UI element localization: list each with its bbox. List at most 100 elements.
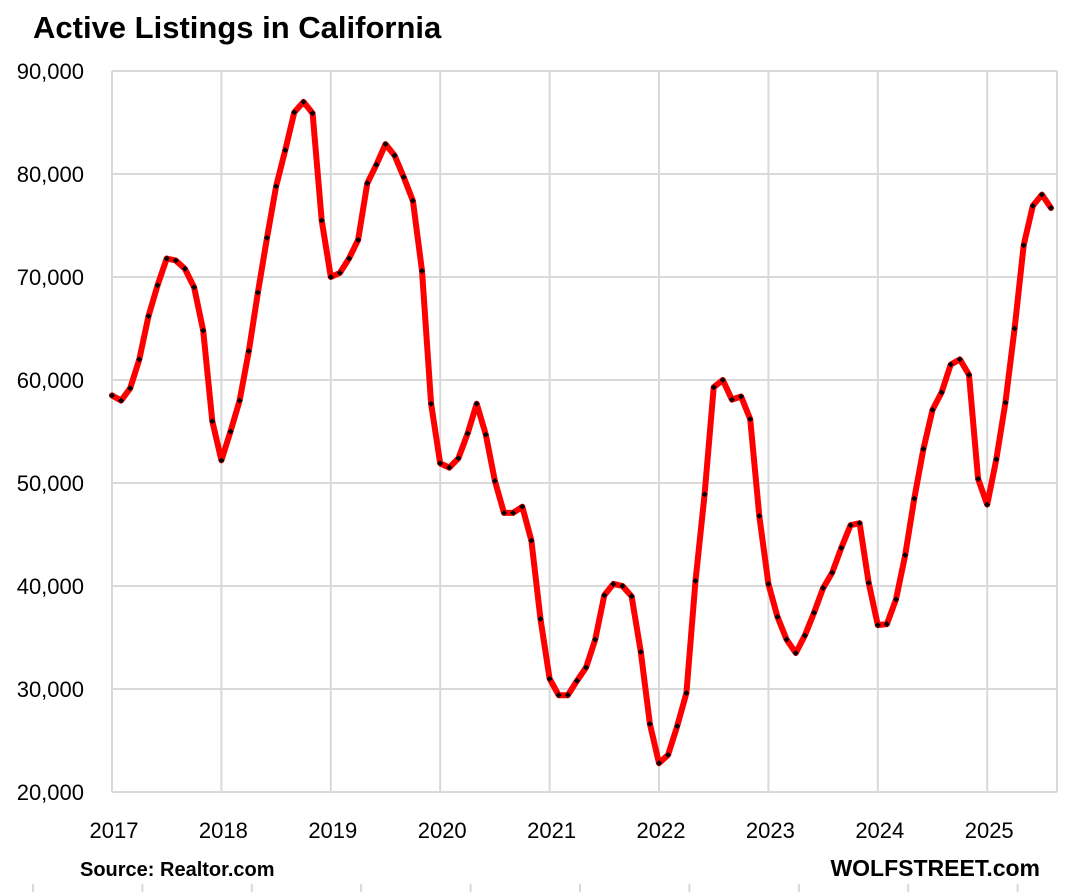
data-point: [865, 579, 872, 586]
data-point: [391, 152, 398, 159]
y-tick-label: 40,000: [17, 574, 84, 599]
x-tick-label: 2019: [308, 818, 357, 843]
data-point: [783, 636, 790, 643]
data-point: [510, 509, 517, 516]
marker-layer: [109, 98, 1055, 767]
data-point: [628, 593, 635, 600]
data-point: [191, 284, 198, 291]
data-point: [109, 392, 115, 399]
data-point: [929, 406, 936, 413]
data-point: [482, 431, 489, 438]
y-tick-label: 60,000: [17, 368, 84, 393]
data-point: [136, 356, 143, 363]
data-point: [428, 400, 435, 407]
data-point: [537, 615, 544, 622]
data-point: [728, 396, 735, 403]
data-point: [127, 385, 134, 392]
x-tick-label: 2025: [965, 818, 1014, 843]
y-tick-label: 80,000: [17, 162, 84, 187]
data-point: [236, 397, 243, 404]
data-point: [1011, 325, 1018, 332]
data-point: [1002, 399, 1009, 406]
data-point: [254, 289, 261, 296]
data-point: [692, 577, 699, 584]
data-point: [564, 692, 571, 699]
data-point: [920, 446, 927, 453]
data-point: [245, 348, 252, 355]
data-point: [373, 161, 380, 168]
data-point: [820, 585, 827, 592]
data-point: [519, 503, 526, 510]
data-point: [400, 174, 407, 181]
data-point: [546, 675, 553, 682]
data-point: [218, 457, 225, 464]
data-point: [446, 464, 453, 471]
x-tick-label: 2017: [90, 818, 139, 843]
data-point: [765, 580, 772, 587]
data-point: [528, 537, 535, 544]
data-point: [263, 234, 270, 241]
data-point: [674, 723, 681, 730]
data-point: [273, 183, 280, 190]
data-point: [883, 621, 890, 628]
data-point: [665, 751, 672, 758]
data-point: [437, 460, 444, 467]
data-point: [1038, 191, 1045, 198]
data-point: [181, 265, 188, 272]
data-point: [583, 664, 590, 671]
data-point: [364, 180, 371, 187]
data-point: [719, 377, 726, 383]
x-tick-label: 2020: [418, 818, 467, 843]
data-point: [418, 267, 425, 274]
x-tick-label: 2024: [855, 818, 904, 843]
data-point: [710, 384, 717, 391]
data-point: [738, 393, 745, 400]
data-point: [300, 98, 307, 105]
data-point: [555, 692, 562, 699]
data-point: [209, 418, 216, 425]
brand-label: WOLFSTREET.com: [830, 855, 1040, 881]
x-tick-label: 2022: [637, 818, 686, 843]
data-point: [911, 495, 918, 502]
data-point: [965, 371, 972, 378]
data-point: [336, 269, 343, 276]
data-point: [327, 274, 334, 280]
grid: [32, 70, 1058, 892]
data-point: [409, 197, 416, 204]
data-point: [747, 416, 754, 423]
data-point: [838, 544, 845, 551]
data-point: [501, 509, 508, 516]
data-point: [801, 632, 808, 639]
data-point: [172, 257, 179, 264]
y-tick-label: 50,000: [17, 471, 84, 496]
x-tick-label: 2021: [527, 818, 576, 843]
data-point: [227, 428, 234, 435]
x-tick-label: 2018: [199, 818, 248, 843]
data-point: [975, 475, 982, 482]
data-point: [774, 613, 781, 620]
data-point: [282, 147, 289, 154]
data-point: [318, 217, 325, 224]
data-point: [810, 609, 817, 616]
data-point: [829, 569, 836, 576]
data-point: [984, 501, 991, 508]
data-point: [938, 389, 945, 396]
data-point: [683, 690, 690, 697]
x-axis-tick-labels: 2017 2018 2019 2020 2021 2022 2023 2024 2025: [90, 818, 1014, 843]
data-point: [491, 477, 498, 484]
data-point: [610, 580, 617, 587]
data-point: [856, 520, 863, 527]
data-point: [309, 110, 316, 117]
data-point: [382, 141, 389, 148]
data-point: [1020, 242, 1027, 249]
data-point: [1029, 202, 1036, 209]
data-point: [656, 760, 662, 767]
data-point: [464, 430, 471, 437]
data-point: [154, 282, 161, 289]
data-point: [847, 522, 854, 529]
y-tick-label: 30,000: [17, 677, 84, 702]
y-tick-label: 90,000: [17, 59, 84, 84]
data-point: [756, 512, 763, 519]
data-point: [473, 400, 480, 407]
